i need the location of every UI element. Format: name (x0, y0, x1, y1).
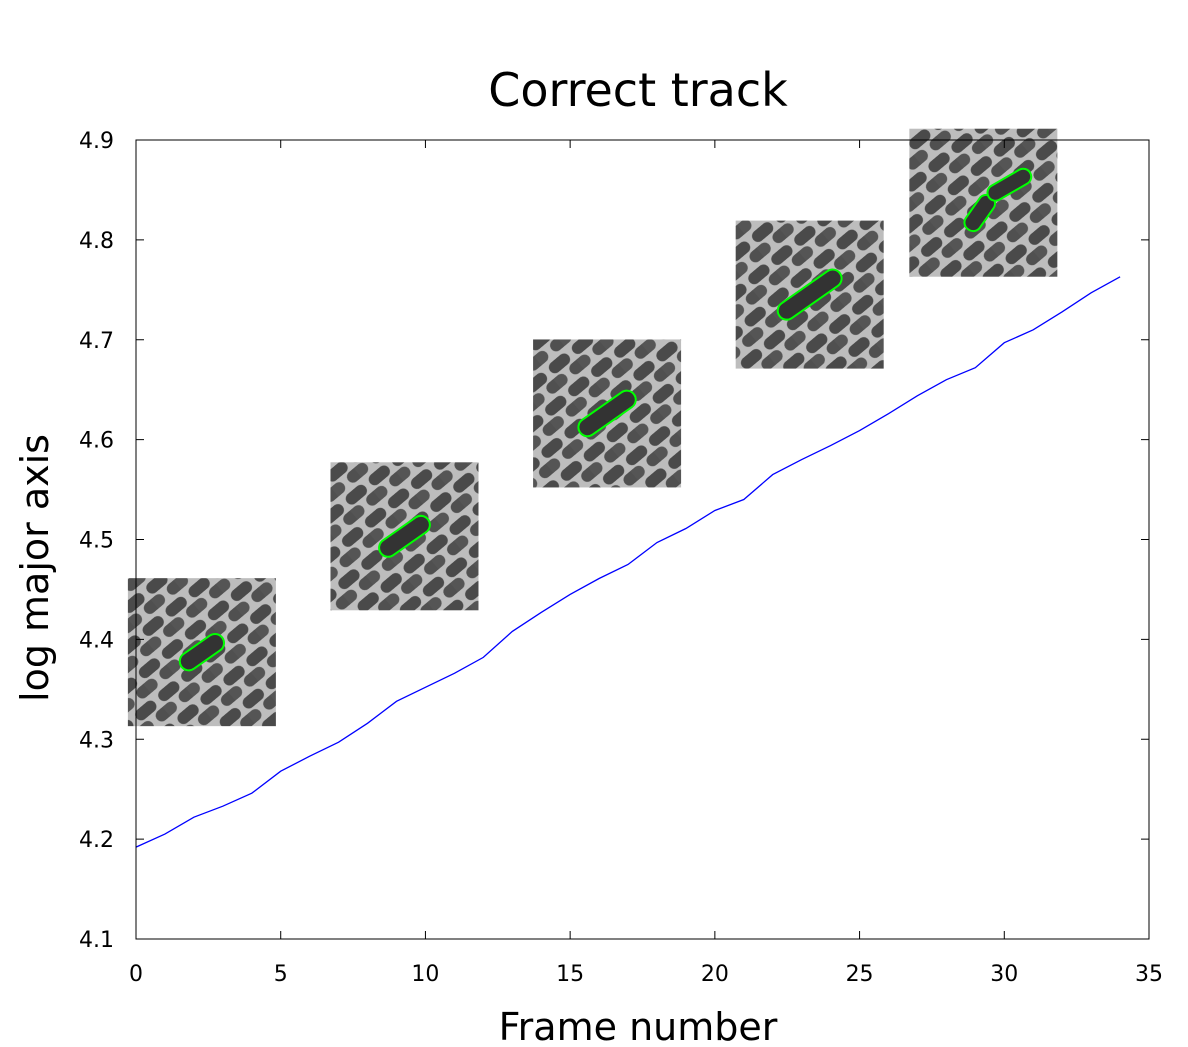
cell-outline (577, 389, 637, 438)
cell-outline (776, 268, 843, 321)
cell-outline (378, 514, 431, 558)
cell-image-insets (127, 128, 1058, 727)
x-tick-label: 15 (556, 962, 584, 987)
y-tick-label: 4.9 (79, 129, 114, 154)
y-tick-label: 4.2 (79, 828, 114, 853)
chart-title: Correct track (488, 63, 788, 117)
inset-image (735, 220, 884, 369)
inset-image (127, 578, 276, 727)
x-tick-label: 5 (274, 962, 288, 987)
inset-image (330, 462, 479, 611)
y-tick-label: 4.4 (79, 628, 114, 653)
x-axis-label: Frame number (499, 1005, 778, 1047)
x-tick-label: 10 (411, 962, 439, 987)
y-tick-label: 4.6 (79, 429, 114, 454)
y-tick-label: 4.3 (79, 728, 114, 753)
cell-outline (178, 632, 225, 672)
x-tick-label: 35 (1135, 962, 1163, 987)
inset-image (909, 128, 1058, 277)
axis-ticks: 0 5 10 15 20 25 30 35 4.1 4.2 4.3 4.4 4.5 4.6 4.7 4.8 4.… (79, 129, 1163, 987)
x-tick-label: 25 (846, 962, 874, 987)
y-tick-label: 4.7 (79, 329, 114, 354)
x-tick-label: 20 (701, 962, 729, 987)
x-tick-label: 30 (990, 962, 1018, 987)
y-tick-label: 4.5 (79, 529, 114, 554)
x-tick-label: 0 (129, 962, 143, 987)
y-axis-label: log major axis (13, 434, 57, 702)
series-line (135, 276, 1121, 848)
y-tick-label: 4.1 (79, 928, 114, 953)
cell-outline (986, 167, 1033, 202)
plot-frame (135, 139, 1150, 940)
y-tick-label: 4.8 (79, 229, 114, 254)
series-group (135, 276, 1121, 848)
inset-image (533, 339, 682, 488)
